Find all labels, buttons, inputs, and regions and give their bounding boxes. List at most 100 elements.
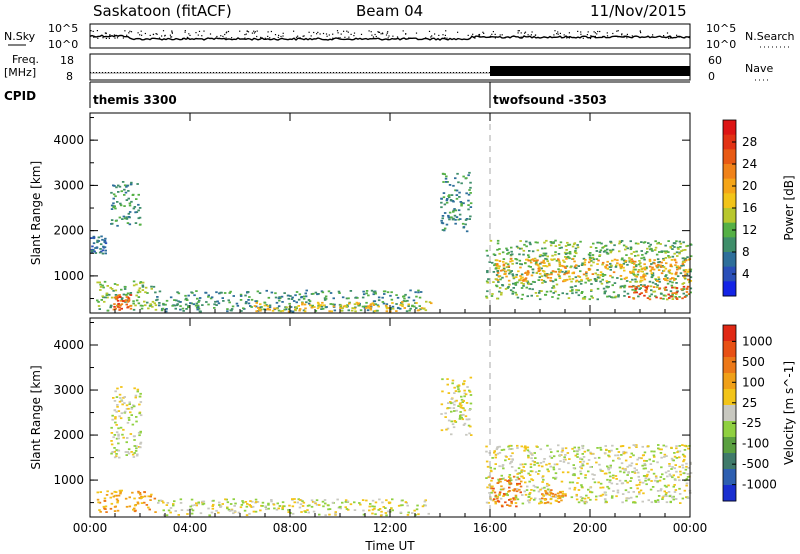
data-pixel [572,464,575,466]
data-pixel [293,501,296,504]
data-pixel [153,497,157,500]
data-pixel [642,275,645,277]
data-pixel [660,261,663,264]
data-pixel [222,300,225,302]
data-pixel [685,478,689,480]
data-pixel [104,237,107,240]
panel-frame [89,112,691,314]
data-pixel [613,258,617,261]
data-pixel [486,270,489,272]
data-pixel [630,258,634,261]
data-pixel [372,293,375,296]
data-pixel [331,501,335,504]
data-pixel [520,287,524,289]
data-pixel [654,283,657,285]
freq-dot [126,72,127,73]
freq-dot [207,72,208,73]
data-pixel [287,308,291,311]
data-pixel [158,290,162,293]
data-pixel [544,293,547,296]
data-pixel [521,293,524,296]
data-pixel [215,291,218,294]
data-pixel [553,258,556,261]
data-pixel [557,253,561,255]
data-pixel [212,499,215,502]
data-pixel [415,302,418,304]
freq-dot [480,72,481,73]
data-pixel [538,266,541,269]
data-pixel [674,498,678,500]
data-pixel [519,275,522,277]
nsearch-dot [684,37,686,39]
data-pixel [644,252,648,255]
freq-dot [417,72,418,73]
data-pixel [516,498,520,501]
data-pixel [399,504,403,507]
nsearch-dot [559,32,561,34]
data-pixel [461,401,464,403]
freq-dot [315,72,316,73]
data-pixel [130,407,133,410]
data-pixel [279,297,282,299]
data-pixel [651,486,655,488]
data-pixel [112,193,116,196]
data-pixel [450,433,453,436]
data-pixel [469,215,472,218]
freq-dot [171,72,172,73]
data-pixel [265,508,268,511]
data-pixel [625,497,629,500]
data-pixel [585,494,588,497]
data-pixel [679,242,683,245]
data-pixel [582,257,586,260]
data-pixel [615,495,618,498]
data-pixel [114,491,118,493]
data-pixel [646,473,649,476]
data-pixel [485,450,488,453]
data-pixel [316,307,320,310]
freq-dot [276,72,277,73]
data-pixel [120,303,124,306]
data-pixel [549,448,552,451]
data-pixel [454,222,457,225]
data-pixel [652,454,656,457]
data-pixel [601,263,604,266]
data-pixel [543,270,546,273]
data-pixel [127,212,131,215]
data-pixel [279,310,283,313]
data-pixel [558,271,561,274]
data-pixel [115,449,118,451]
data-pixel [154,304,158,307]
data-pixel [675,282,678,284]
data-pixel [647,499,650,502]
data-pixel [643,258,646,261]
data-pixel [662,297,665,300]
data-pixel [133,497,136,500]
data-pixel [115,186,118,189]
data-pixel [662,444,665,447]
data-pixel [525,245,528,248]
nsearch-dot [244,34,246,36]
data-pixel [274,296,278,299]
freq-dot [234,72,235,73]
data-pixel [127,452,131,455]
data-pixel [450,410,453,413]
data-pixel [603,274,607,276]
data-pixel [141,284,145,287]
data-pixel [656,280,659,282]
data-pixel [443,227,447,230]
data-pixel [455,216,459,218]
data-pixel [655,476,658,479]
data-pixel [648,280,652,283]
data-pixel [502,269,505,271]
data-pixel [289,306,293,308]
data-pixel [685,484,688,487]
data-pixel [565,278,569,281]
freq-dot [186,72,187,73]
data-pixel [131,491,134,494]
colorbar-segment [723,421,736,438]
data-pixel [125,218,129,220]
data-pixel [626,247,629,250]
data-pixel [130,183,133,186]
data-pixel [139,392,142,395]
data-pixel [555,463,559,466]
